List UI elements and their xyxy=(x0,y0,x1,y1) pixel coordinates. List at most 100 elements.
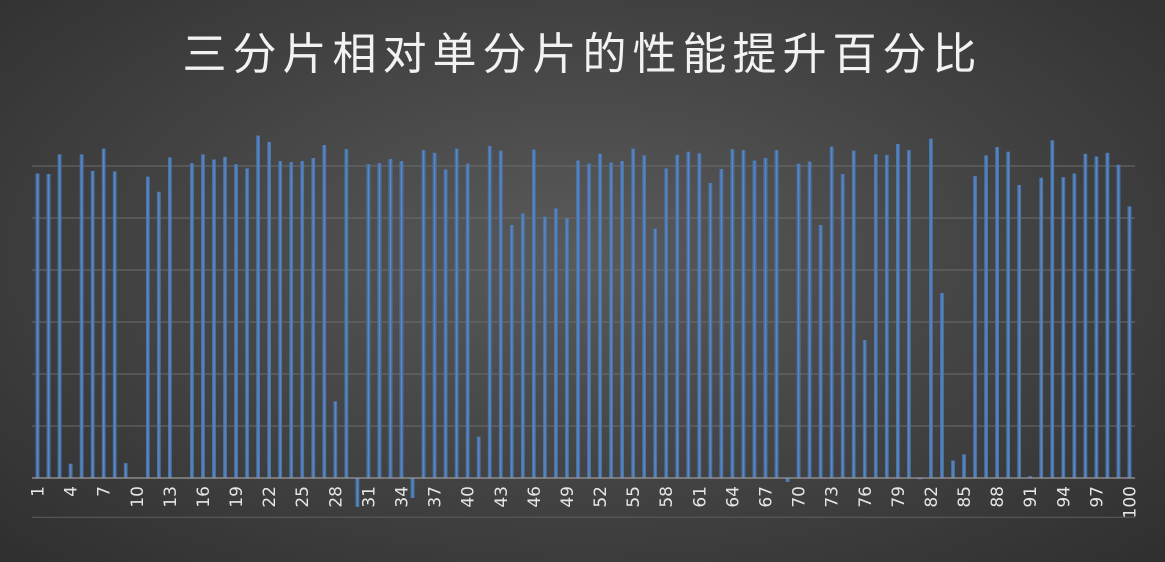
bar-94 xyxy=(1062,177,1065,478)
bar-55 xyxy=(631,149,634,478)
bar-73 xyxy=(830,147,833,478)
x-tick-label: 22 xyxy=(260,486,280,508)
bar-45 xyxy=(521,214,524,478)
x-tick-label: 79 xyxy=(889,486,909,508)
x-tick-label: 10 xyxy=(128,486,148,508)
bar-20 xyxy=(245,169,248,478)
bar-90 xyxy=(1018,185,1021,478)
bar-4 xyxy=(69,464,72,478)
x-tick-label: 64 xyxy=(723,486,743,508)
x-tick-label: 67 xyxy=(756,486,776,508)
bar-96 xyxy=(1084,154,1087,478)
bar-56 xyxy=(643,156,646,478)
bar-6 xyxy=(91,171,94,478)
bar-70 xyxy=(797,164,800,478)
bar-24 xyxy=(290,162,293,478)
x-tick-label: 49 xyxy=(558,486,578,508)
x-tick-label: 25 xyxy=(293,486,313,508)
bar-43 xyxy=(499,151,502,478)
bar-33 xyxy=(389,159,392,478)
bar-29 xyxy=(345,149,348,478)
bar-63 xyxy=(720,169,723,478)
x-tick-label: 73 xyxy=(823,486,843,508)
bar-86 xyxy=(973,176,976,478)
x-tick-label: 40 xyxy=(459,486,479,508)
bar-34 xyxy=(400,161,403,478)
x-tick-label: 55 xyxy=(624,486,644,508)
bar-7 xyxy=(102,149,105,478)
bar-15 xyxy=(190,163,193,478)
bar-25 xyxy=(301,161,304,478)
bar-38 xyxy=(444,170,447,478)
bar-60 xyxy=(687,152,690,478)
x-tick-label: 1 xyxy=(29,486,49,497)
bar-23 xyxy=(279,161,282,478)
bar-42 xyxy=(488,146,491,478)
bar-62 xyxy=(709,183,712,478)
bar-5 xyxy=(80,155,83,478)
bar-78 xyxy=(885,155,888,478)
bar-71 xyxy=(808,162,811,478)
bar-49 xyxy=(565,219,568,478)
bar-18 xyxy=(223,157,226,478)
x-tick-label: 19 xyxy=(227,486,247,508)
bar-89 xyxy=(1007,152,1010,478)
x-tick-label: 52 xyxy=(591,486,611,508)
bar-28 xyxy=(334,402,337,478)
bar-12 xyxy=(157,192,160,478)
bar-97 xyxy=(1095,157,1098,478)
x-tick-label: 91 xyxy=(1021,486,1041,508)
bar-67 xyxy=(764,158,767,478)
bar-65 xyxy=(742,150,745,478)
x-tick-label: 94 xyxy=(1054,486,1074,508)
bar-83 xyxy=(940,293,943,478)
bar-46 xyxy=(532,150,535,478)
bar-64 xyxy=(731,149,734,478)
bar-51 xyxy=(587,164,590,478)
x-tick-labels: 1 4 7 10 13 16 19 22 25 28 31 34 37 40 43 46 49 52 55 58 61 6… xyxy=(29,486,1141,518)
x-tick-label: 82 xyxy=(922,486,942,508)
bar-52 xyxy=(598,154,601,478)
bar-82 xyxy=(929,139,932,478)
bar-74 xyxy=(841,174,844,478)
bar-32 xyxy=(378,163,381,478)
bar-50 xyxy=(576,161,579,478)
bar-99 xyxy=(1117,165,1120,478)
bar-88 xyxy=(995,147,998,478)
bar-13 xyxy=(168,158,171,478)
x-tick-label: 16 xyxy=(194,486,214,508)
bar-41 xyxy=(477,437,480,478)
x-tick-label: 13 xyxy=(161,486,181,508)
bar-31 xyxy=(367,164,370,478)
bar-44 xyxy=(510,225,513,478)
x-tick-label: 100 xyxy=(1120,486,1140,518)
bar-93 xyxy=(1051,141,1054,478)
bar-85 xyxy=(962,455,965,478)
x-tick-label: 61 xyxy=(690,486,710,508)
bar-22 xyxy=(267,142,270,478)
bar-59 xyxy=(676,155,679,478)
x-tick-label: 58 xyxy=(657,486,677,508)
bar-84 xyxy=(951,461,954,478)
x-tick-label: 31 xyxy=(359,486,379,508)
bar-92 xyxy=(1040,178,1043,478)
bar-8 xyxy=(113,172,116,478)
bar-68 xyxy=(775,150,778,478)
bar-39 xyxy=(455,149,458,478)
bars xyxy=(36,136,1131,507)
bar-1 xyxy=(36,174,39,478)
bar-66 xyxy=(753,161,756,478)
gridlines xyxy=(32,166,1135,517)
bar-79 xyxy=(896,144,899,478)
x-tick-label: 37 xyxy=(426,486,446,508)
bar-54 xyxy=(620,161,623,478)
x-tick-label: 4 xyxy=(62,486,82,497)
x-tick-label: 88 xyxy=(988,486,1008,508)
x-tick-label: 34 xyxy=(393,486,413,508)
x-tick-label: 46 xyxy=(525,486,545,508)
bar-36 xyxy=(422,150,425,478)
bar-57 xyxy=(654,229,657,478)
bar-98 xyxy=(1106,153,1109,478)
